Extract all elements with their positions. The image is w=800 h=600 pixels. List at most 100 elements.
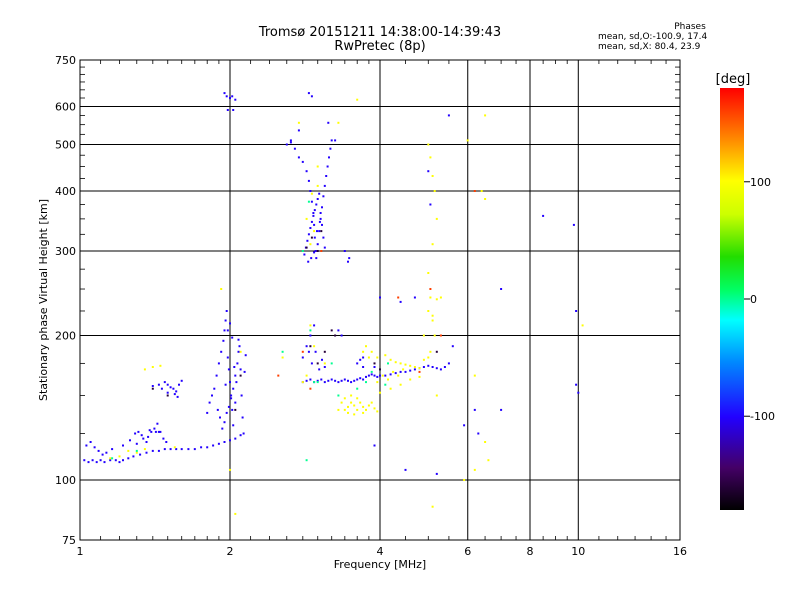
data-point — [422, 334, 425, 337]
data-point — [307, 350, 310, 353]
data-point — [166, 383, 169, 386]
data-point — [307, 92, 310, 95]
x-tick-label: 6 — [464, 545, 471, 558]
data-point — [399, 370, 402, 373]
x-axis-label: Frequency [MHz] — [334, 558, 426, 571]
data-point — [232, 424, 235, 427]
y-tick-label: 400 — [55, 185, 76, 198]
data-point — [337, 381, 340, 384]
data-point — [135, 442, 138, 445]
data-point — [153, 427, 156, 430]
data-point — [243, 370, 246, 373]
data-point — [239, 374, 242, 377]
data-point — [127, 457, 130, 460]
data-point — [309, 334, 312, 337]
data-point — [236, 362, 239, 365]
data-point — [418, 370, 421, 373]
data-point — [389, 387, 392, 390]
data-point — [234, 512, 237, 515]
data-point — [237, 350, 240, 353]
data-point — [231, 95, 234, 98]
data-point — [365, 345, 367, 348]
data-point — [289, 141, 292, 144]
data-point — [176, 395, 179, 398]
data-point — [323, 350, 326, 353]
data-point — [309, 227, 312, 229]
y-tick-label: 500 — [55, 139, 76, 152]
data-point — [316, 362, 319, 365]
data-points — [83, 92, 584, 515]
data-point — [211, 394, 213, 397]
data-point — [99, 459, 102, 462]
data-point — [356, 408, 359, 411]
data-point — [242, 432, 245, 435]
grid-lines — [80, 60, 680, 540]
data-point — [151, 449, 154, 452]
data-point — [312, 214, 315, 217]
data-point — [301, 160, 304, 163]
data-point — [327, 121, 330, 124]
data-point — [348, 257, 351, 260]
data-point — [577, 391, 580, 394]
data-point — [370, 373, 373, 376]
data-point — [337, 408, 340, 411]
data-point — [227, 368, 230, 371]
data-point — [87, 461, 90, 464]
data-point — [581, 324, 584, 327]
data-point — [232, 387, 235, 390]
data-point — [325, 175, 328, 177]
data-point — [239, 350, 242, 353]
data-point — [314, 350, 317, 353]
data-point — [231, 408, 234, 411]
data-point — [429, 156, 432, 159]
data-point — [376, 381, 379, 384]
data-point — [329, 147, 332, 150]
data-point — [373, 407, 376, 410]
data-point — [399, 300, 402, 303]
data-point — [135, 451, 138, 454]
data-point — [392, 370, 395, 373]
data-point — [353, 413, 356, 416]
data-point — [114, 459, 117, 462]
data-point — [330, 139, 333, 142]
colorbar — [720, 88, 744, 510]
data-point — [413, 296, 416, 299]
data-point — [323, 366, 326, 368]
data-point — [217, 362, 220, 365]
data-point — [318, 192, 321, 195]
data-point — [484, 198, 487, 200]
data-point — [237, 338, 240, 341]
data-point — [187, 448, 190, 451]
data-point — [172, 387, 175, 390]
data-point — [301, 381, 304, 384]
data-point — [313, 345, 316, 348]
data-point — [156, 422, 159, 425]
data-point — [316, 184, 319, 187]
data-point — [473, 408, 476, 411]
data-point — [91, 459, 94, 462]
data-point — [101, 453, 104, 456]
data-point — [313, 209, 316, 212]
data-point — [314, 250, 317, 252]
data-point — [373, 374, 376, 377]
data-point — [316, 243, 319, 246]
data-point — [435, 367, 438, 370]
data-point — [154, 430, 157, 433]
data-point — [347, 379, 349, 382]
data-point — [370, 370, 373, 373]
data-point — [337, 329, 340, 332]
phases-line-o: mean, sd,O:-100.9, 17.4 — [598, 32, 708, 42]
data-point — [418, 375, 421, 378]
data-point — [313, 223, 316, 226]
data-point — [427, 356, 430, 359]
data-point — [463, 479, 466, 481]
data-point — [439, 334, 442, 337]
data-point — [439, 368, 442, 371]
data-point — [370, 350, 373, 353]
data-point — [173, 446, 176, 449]
data-point — [147, 435, 150, 438]
data-point — [379, 391, 381, 394]
title-line-1: Tromsø 20151211 14:38:00-14:39:43 — [258, 25, 502, 40]
data-point — [240, 394, 243, 397]
data-point — [129, 439, 131, 442]
